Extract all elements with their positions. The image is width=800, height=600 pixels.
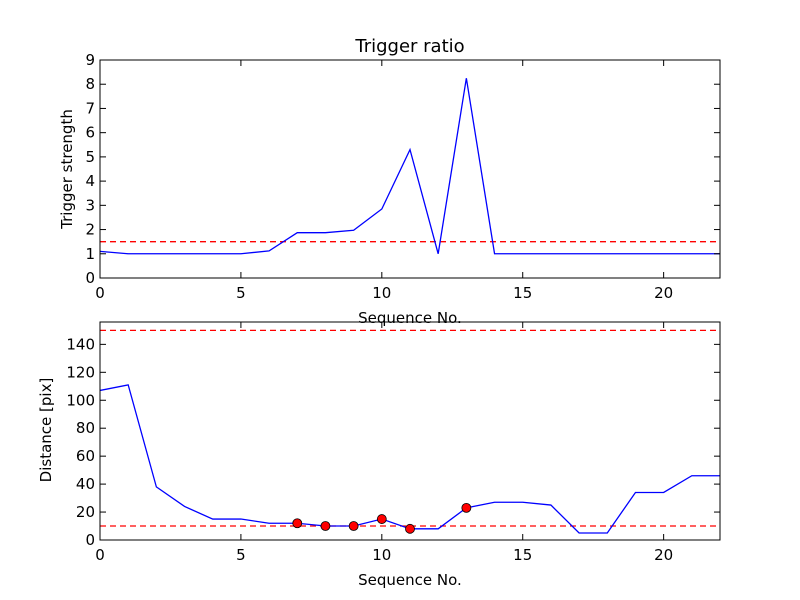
y-tick-label: 120 — [66, 363, 95, 381]
y-tick-label: 140 — [66, 335, 95, 353]
y-axis-label: Distance [pix] — [37, 378, 55, 483]
x-tick-label: 0 — [95, 546, 105, 564]
data-marker — [292, 518, 303, 529]
y-tick-label: 7 — [85, 99, 95, 117]
x-tick-label: 15 — [513, 284, 532, 302]
x-tick-label: 5 — [236, 546, 246, 564]
y-tick-label: 4 — [85, 172, 95, 190]
data-marker — [348, 521, 359, 531]
y-tick-label: 100 — [66, 391, 95, 409]
y-tick-label: 20 — [76, 503, 95, 521]
x-tick-label: 10 — [372, 284, 391, 302]
x-tick-label: 0 — [95, 284, 105, 302]
y-tick-label: 1 — [85, 245, 95, 263]
series-line — [100, 78, 720, 255]
plot-frame — [99, 59, 721, 279]
y-tick-label: 6 — [85, 124, 95, 142]
plot-frame — [99, 321, 721, 541]
y-tick-label: 8 — [85, 75, 95, 93]
x-tick-label: 20 — [654, 284, 673, 302]
x-axis-label: Sequence No. — [358, 309, 462, 327]
y-tick-label: 40 — [76, 475, 95, 493]
distance-chart: Sequence No. Distance [pix] 0 5 10 15 20 0 20 4… — [37, 321, 721, 589]
data-marker — [405, 523, 415, 534]
data-marker — [376, 514, 387, 524]
y-axis-label: Trigger strength — [58, 109, 76, 230]
x-axis-label: Sequence No. — [358, 571, 462, 589]
y-tick-label: 0 — [85, 269, 95, 287]
y-tick-label: 3 — [85, 196, 95, 214]
x-tick-label: 5 — [236, 284, 246, 302]
y-tick-label: 2 — [85, 221, 95, 239]
x-tick-label: 20 — [654, 546, 673, 564]
y-tick-label: 0 — [85, 531, 95, 549]
x-tick-label: 15 — [513, 546, 532, 564]
chart-title: Trigger ratio — [354, 36, 464, 57]
y-tick-label: 60 — [76, 447, 95, 465]
x-tick-label: 10 — [372, 546, 391, 564]
data-marker — [461, 502, 472, 513]
y-tick-label: 9 — [85, 51, 95, 69]
y-tick-label: 5 — [85, 148, 95, 166]
data-marker — [320, 521, 331, 531]
y-tick-label: 80 — [76, 419, 95, 437]
trigger-ratio-chart: Trigger ratio Sequence No. Trigger stren… — [58, 36, 721, 327]
